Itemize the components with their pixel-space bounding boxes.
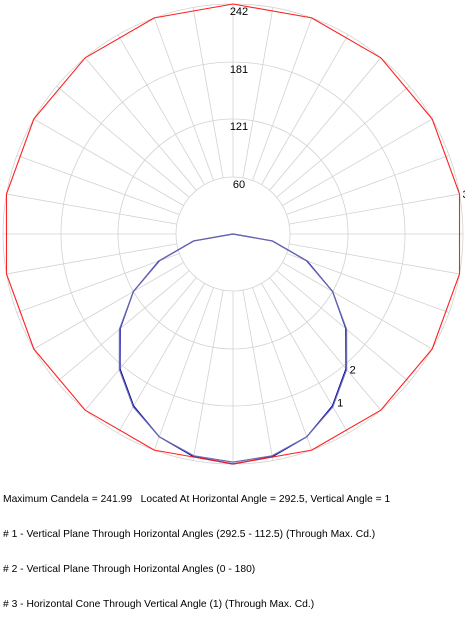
grid-spoke <box>282 262 433 350</box>
grid-spoke <box>286 154 450 215</box>
series-2-curve <box>118 233 348 463</box>
grid-spoke <box>16 253 180 314</box>
grid-spoke <box>16 154 180 215</box>
grid-spoke <box>286 253 450 314</box>
polar-candela-chart: 60 121 181 242 1 2 3 <box>2 3 465 465</box>
grid-spoke <box>242 290 274 461</box>
grid-spoke <box>269 277 382 411</box>
grid-spoke <box>56 85 190 198</box>
curve-label-1: 1 <box>337 397 343 409</box>
grid-spoke <box>261 34 349 185</box>
radial-tick-label: 242 <box>230 6 248 18</box>
radial-tick-labels: 60 121 181 242 <box>230 6 248 191</box>
grid-spoke <box>252 287 313 451</box>
grid-spoke <box>33 118 184 206</box>
curve-number-labels: 1 2 3 <box>337 189 465 409</box>
grid-spoke <box>153 17 214 181</box>
grid-spoke <box>117 283 205 434</box>
grid-spoke <box>282 118 433 206</box>
radial-tick-label: 121 <box>230 121 248 133</box>
grid-spoke <box>84 57 197 191</box>
curve-label-2: 2 <box>350 364 356 376</box>
radial-tick-label: 60 <box>233 179 245 191</box>
grid-spoke <box>276 85 410 198</box>
grid-spoke <box>6 243 177 275</box>
grid-spoke <box>56 270 190 383</box>
grid-spoke <box>6 193 177 225</box>
grid-spoke <box>33 262 184 350</box>
series-3-curve <box>5 3 461 465</box>
grid-spoke <box>261 283 349 434</box>
radial-tick-label: 181 <box>230 64 248 76</box>
grid-spoke <box>252 17 313 181</box>
grid-spoke <box>192 7 224 178</box>
grid-spoke <box>242 7 274 178</box>
grid-spoke <box>289 193 460 225</box>
grid-spoke <box>117 34 205 185</box>
legend-line-series-3: # 3 - Horizontal Cone Through Vertical A… <box>3 598 315 610</box>
max-candela-line: Maximum Candela = 241.99 Located At Hori… <box>3 494 391 506</box>
grid-spoke <box>289 243 460 275</box>
grid-spoke <box>192 290 224 461</box>
grid-spoke <box>276 270 410 383</box>
legend-line-series-2: # 2 - Vertical Plane Through Horizontal … <box>3 563 256 575</box>
curve-label-3: 3 <box>463 189 465 201</box>
grid-spoke <box>153 287 214 451</box>
series-curves <box>5 3 461 465</box>
legend-line-series-1: # 1 - Vertical Plane Through Horizontal … <box>3 528 376 540</box>
grid-spoke <box>84 277 197 411</box>
photometric-legend: Maximum Candela = 241.99 Located At Hori… <box>3 471 463 622</box>
grid-spoke <box>269 57 382 191</box>
